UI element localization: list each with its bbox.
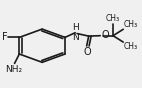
Text: N: N xyxy=(72,33,79,42)
Text: CH₃: CH₃ xyxy=(124,42,138,51)
Text: H: H xyxy=(72,23,79,32)
Text: CH₃: CH₃ xyxy=(106,14,120,23)
Text: O: O xyxy=(83,47,91,57)
Text: F: F xyxy=(2,32,8,42)
Text: CH₃: CH₃ xyxy=(124,20,138,29)
Text: O: O xyxy=(101,30,109,40)
Text: NH₂: NH₂ xyxy=(5,65,22,74)
